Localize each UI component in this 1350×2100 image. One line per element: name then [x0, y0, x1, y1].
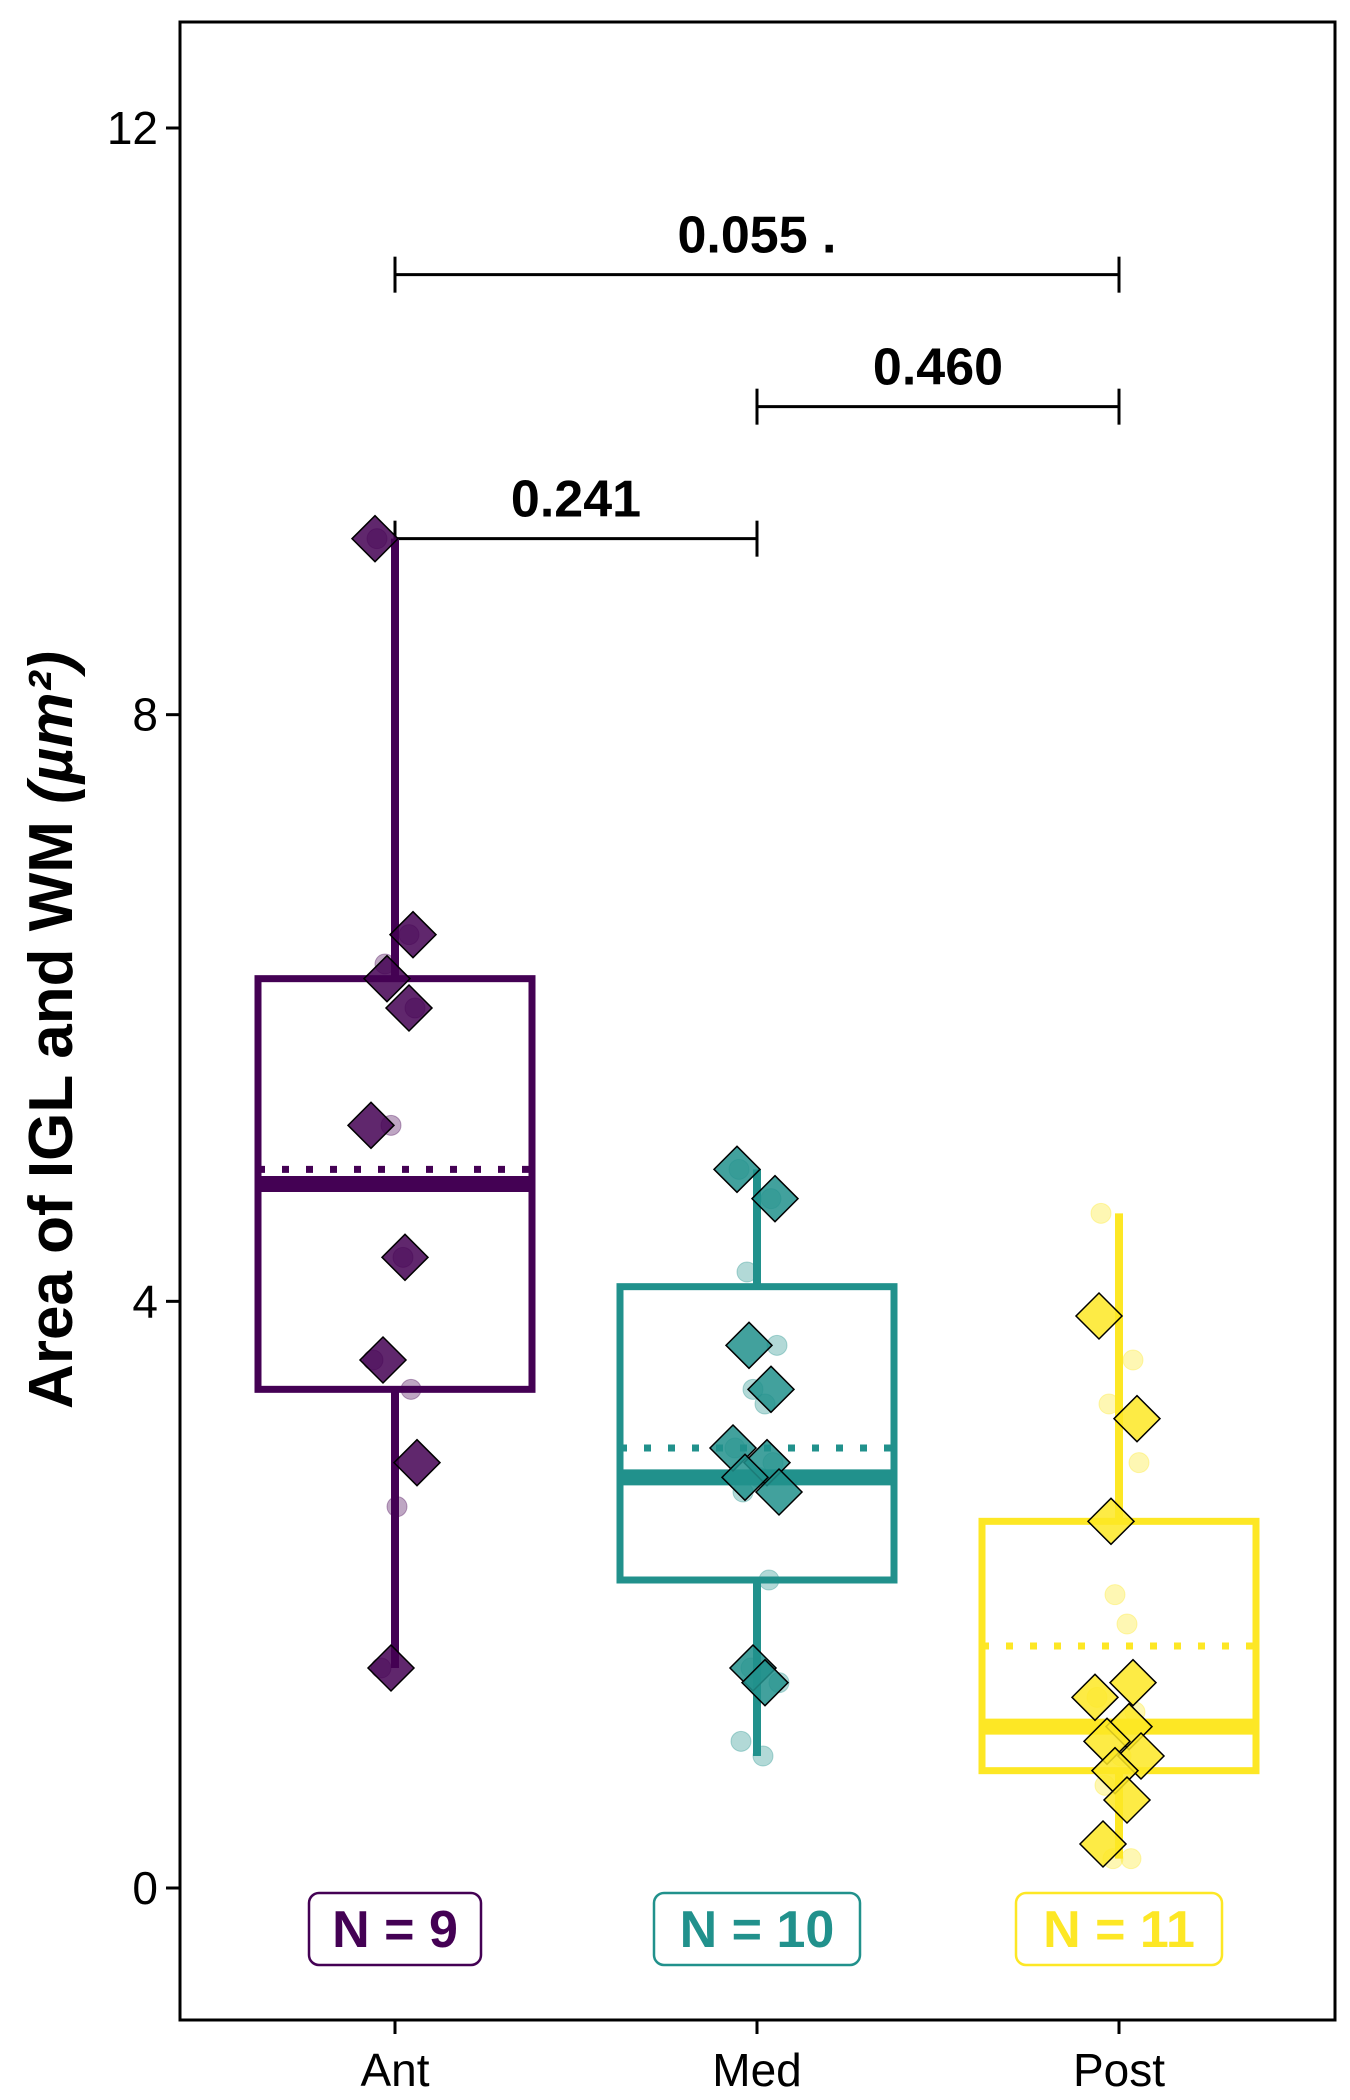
- diamond-marker: [1074, 1291, 1124, 1341]
- diamond-marker: [724, 1321, 774, 1370]
- n-count-label: N = 10: [680, 1901, 835, 1959]
- p-value-label: 0.055 .: [677, 207, 836, 265]
- x-axis: Ant Med Post: [360, 2020, 1165, 2096]
- n-count-box: [1014, 1891, 1224, 1967]
- group-post: N = 11: [978, 1202, 1260, 1967]
- comparison-med-post: 0.460: [755, 339, 1121, 425]
- n-count-badge-post: N = 11: [1014, 1891, 1224, 1967]
- data-point: [1090, 1202, 1112, 1224]
- diamond-marker: [358, 1335, 408, 1385]
- x-tick-label-post: Post: [1073, 2044, 1165, 2096]
- diamond-marker: [346, 1101, 396, 1150]
- data-point: [1104, 1584, 1126, 1606]
- x-tick-label-ant: Ant: [360, 2044, 429, 2096]
- significance-brackets: 0.241 0.460 0.055 .: [393, 207, 1121, 557]
- y-tick-label: 8: [132, 689, 158, 741]
- p-value-label: 0.460: [873, 339, 1003, 397]
- data-point: [730, 1730, 752, 1752]
- diamond-marker: [746, 1365, 796, 1414]
- x-tick-label-med: Med: [712, 2044, 801, 2096]
- diamond-marker: [350, 514, 400, 563]
- data-point: [1128, 1452, 1150, 1474]
- diamond-marker: [1112, 1394, 1162, 1443]
- diamond-marker: [380, 1233, 430, 1282]
- data-point: [1122, 1349, 1144, 1371]
- diamond-marker: [384, 983, 434, 1033]
- diamond-marker: [1078, 1819, 1128, 1869]
- n-count-label: N = 9: [332, 1901, 458, 1959]
- y-axis: 0 4 8 12: [107, 102, 180, 1914]
- comparison-ant-med: 0.241: [393, 471, 759, 557]
- group-med: N = 10: [616, 1145, 898, 1967]
- group-ant: N = 9: [254, 514, 536, 1967]
- diamond-marker: [1108, 1658, 1158, 1707]
- diamond-marker: [740, 1658, 790, 1707]
- diamond-marker: [1086, 1497, 1136, 1546]
- data-point: [1116, 1613, 1138, 1635]
- y-axis-title: Area of IGL and WM (µm²): [17, 651, 86, 1409]
- n-count-box: [307, 1891, 483, 1967]
- box: [616, 1283, 898, 1584]
- box-groups: N = 9 N = 10 N = 11: [254, 514, 1260, 1967]
- n-count-badge-med: N = 10: [652, 1891, 862, 1967]
- diamond-marker: [754, 1467, 804, 1517]
- comparison-ant-post: 0.055 .: [393, 207, 1121, 293]
- y-axis-title-unit: (µm²): [17, 651, 86, 804]
- y-axis-title-main: Area of IGL and WM: [17, 804, 86, 1409]
- diamond-marker: [712, 1145, 762, 1194]
- y-tick-label: 0: [132, 1862, 158, 1914]
- diamond-marker: [720, 1453, 770, 1502]
- data-point: [1120, 1848, 1142, 1870]
- diamond-marker: [1102, 1775, 1152, 1825]
- y-tick-label: 12: [107, 102, 158, 154]
- diamond-marker: [362, 954, 412, 1003]
- diamond-marker: [750, 1174, 800, 1223]
- n-count-box: [652, 1891, 862, 1967]
- diamond-marker: [1070, 1673, 1120, 1722]
- y-tick-label: 4: [132, 1275, 158, 1327]
- p-value-label: 0.241: [511, 471, 641, 529]
- n-count-badge-ant: N = 9: [307, 1891, 483, 1967]
- diamond-marker: [388, 910, 438, 959]
- diamond-marker: [366, 1643, 416, 1693]
- n-count-label: N = 11: [1043, 1901, 1195, 1959]
- diamond-marker: [392, 1438, 442, 1487]
